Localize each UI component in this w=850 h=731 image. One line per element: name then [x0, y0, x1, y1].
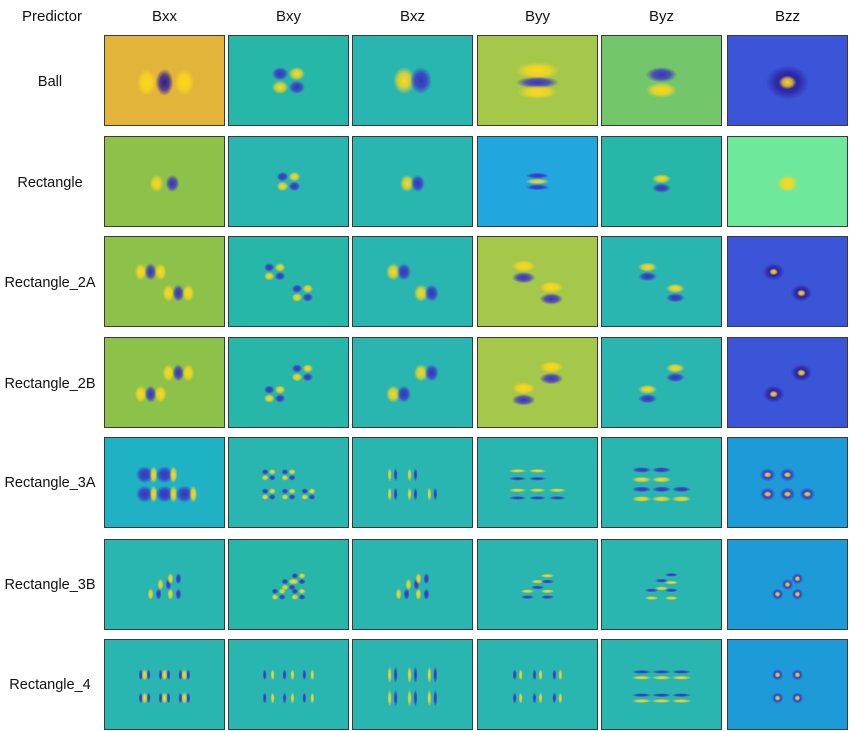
heatmap-rectangle-3b-byy: [477, 539, 598, 630]
row-label-rectangle-3a: Rectangle_3A: [4, 475, 96, 491]
header-bxz: Bxz: [399, 8, 425, 25]
heatmap-ball-byz: [601, 35, 722, 126]
heatmap-rectangle-2b-byy: [477, 337, 598, 428]
header-predictor: Predictor: [21, 8, 83, 25]
heatmap-rectangle-3a-bzz: [727, 437, 848, 528]
heatmap-rectangle-3b-bxz: [352, 539, 473, 630]
heatmap-rectangle-byz: [601, 136, 722, 227]
heatmap-rectangle-3a-bxz: [352, 437, 473, 528]
heatmap-rectangle-4-bxy: [228, 639, 349, 730]
heatmap-rectangle-3a-bxy: [228, 437, 349, 528]
heatmap-rectangle-4-byz: [601, 639, 722, 730]
heatmap-rectangle-bzz: [727, 136, 848, 227]
heatmap-rectangle-3a-byz: [601, 437, 722, 528]
heatmap-rectangle-3b-byz: [601, 539, 722, 630]
heatmap-ball-bxy: [228, 35, 349, 126]
heatmap-ball-byy: [477, 35, 598, 126]
heatmap-ball-bxz: [352, 35, 473, 126]
heatmap-rectangle-2b-byz: [601, 337, 722, 428]
header-bxx: Bxx: [151, 8, 177, 25]
heatmap-rectangle-2a-bzz: [727, 236, 848, 327]
header-bzz: Bzz: [774, 8, 800, 25]
header-byy: Byy: [524, 8, 550, 25]
heatmap-rectangle-2b-bxx: [104, 337, 225, 428]
row-label-rectangle-4: Rectangle_4: [9, 677, 91, 693]
heatmap-rectangle-4-bxz: [352, 639, 473, 730]
heatmap-rectangle-2a-bxy: [228, 236, 349, 327]
heatmap-rectangle-3b-bzz: [727, 539, 848, 630]
heatmap-rectangle-4-bxx: [104, 639, 225, 730]
row-label-ball: Ball: [37, 74, 63, 90]
heatmap-rectangle-2a-bxx: [104, 236, 225, 327]
heatmap-ball-bxx: [104, 35, 225, 126]
row-label-rectangle-2b: Rectangle_2B: [4, 376, 96, 392]
row-label-rectangle: Rectangle: [17, 175, 83, 191]
header-byz: Byz: [648, 8, 674, 25]
header-bxy: Bxy: [275, 8, 301, 25]
heatmap-rectangle-3a-byy: [477, 437, 598, 528]
heatmap-rectangle-2a-byy: [477, 236, 598, 327]
heatmap-rectangle-2b-bzz: [727, 337, 848, 428]
heatmap-rectangle-3a-bxx: [104, 437, 225, 528]
heatmap-rectangle-2b-bxz: [352, 337, 473, 428]
heatmap-rectangle-bxx: [104, 136, 225, 227]
heatmap-rectangle-byy: [477, 136, 598, 227]
row-label-rectangle-2a: Rectangle_2A: [4, 275, 96, 291]
heatmap-rectangle-4-byy: [477, 639, 598, 730]
heatmap-rectangle-2b-bxy: [228, 337, 349, 428]
heatmap-ball-bzz: [727, 35, 848, 126]
heatmap-rectangle-3b-bxx: [104, 539, 225, 630]
heatmap-rectangle-bxz: [352, 136, 473, 227]
heatmap-rectangle-4-bzz: [727, 639, 848, 730]
row-label-rectangle-3b: Rectangle_3B: [4, 577, 96, 593]
heatmap-rectangle-bxy: [228, 136, 349, 227]
heatmap-rectangle-2a-byz: [601, 236, 722, 327]
heatmap-rectangle-2a-bxz: [352, 236, 473, 327]
heatmap-rectangle-3b-bxy: [228, 539, 349, 630]
